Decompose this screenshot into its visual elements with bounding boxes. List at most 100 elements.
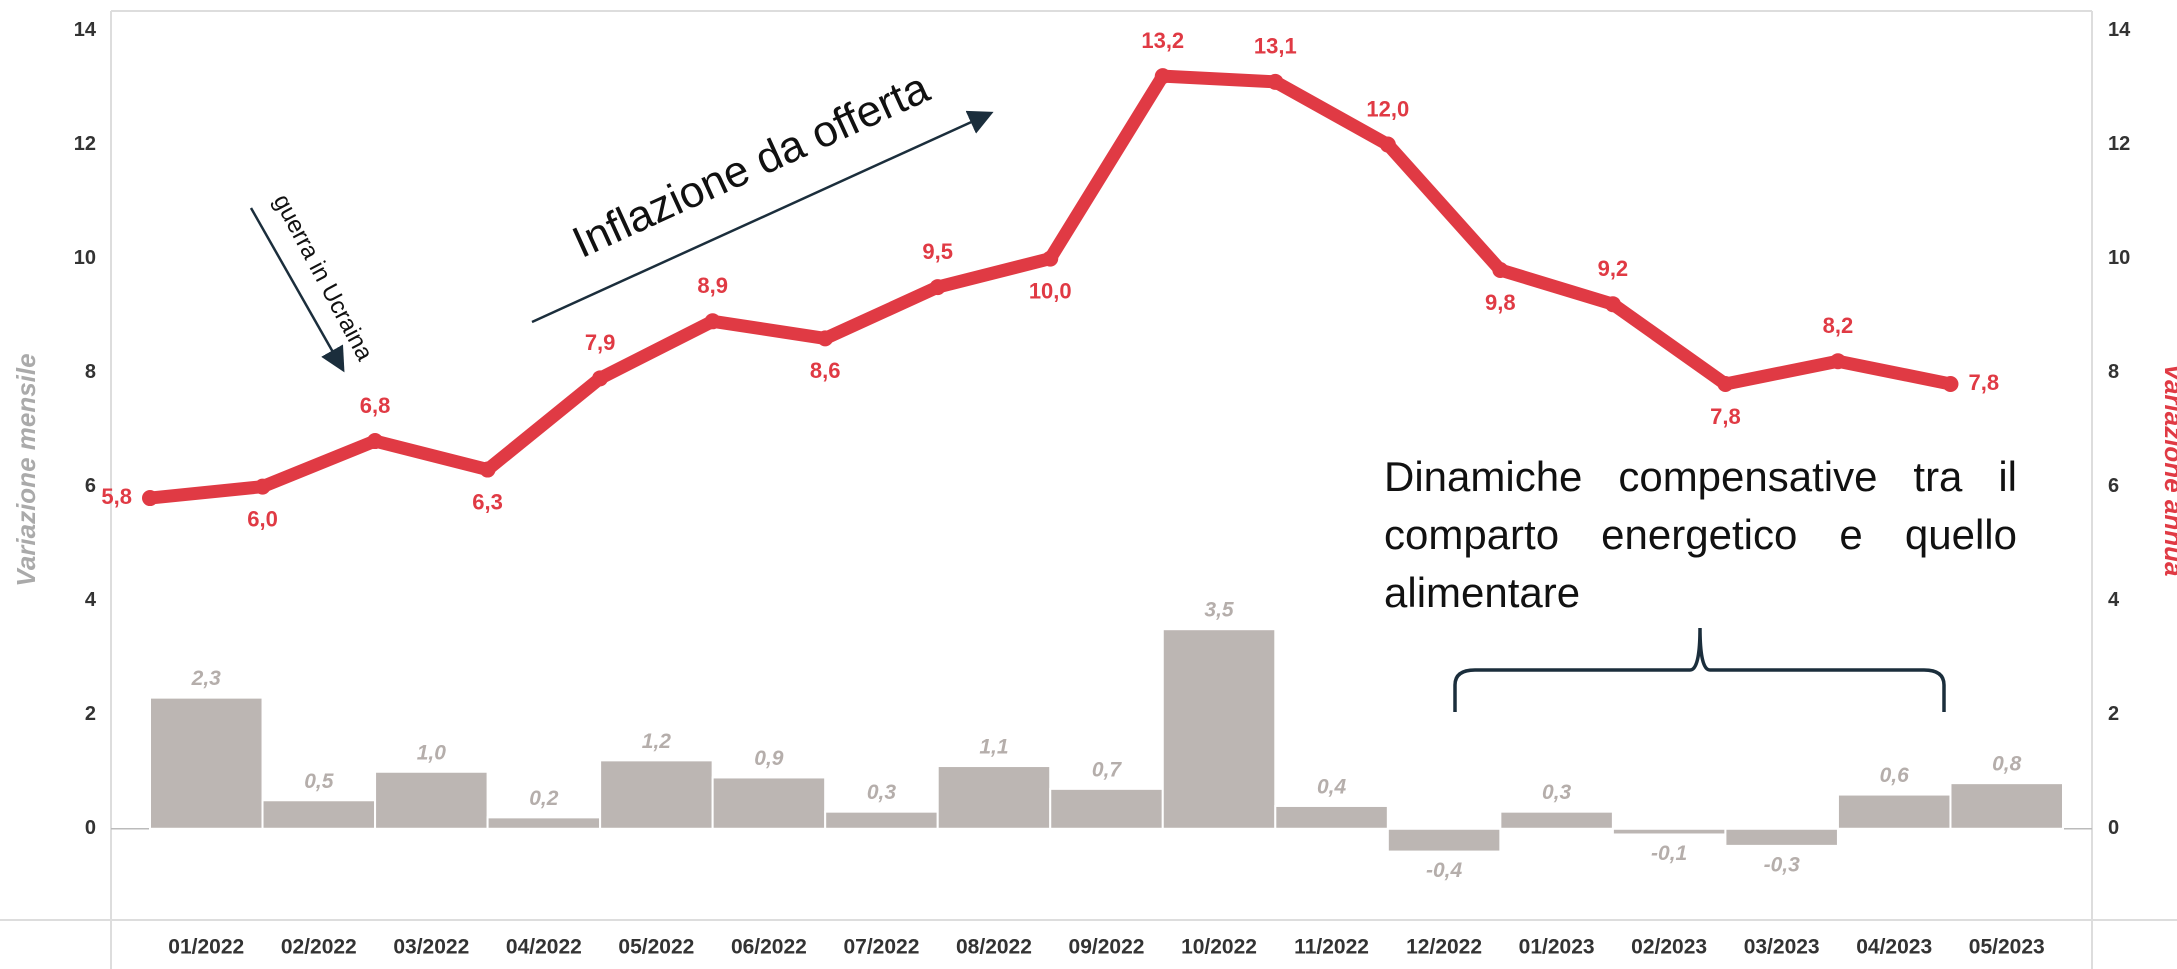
bar — [1386, 827, 1502, 853]
line-label: 8,2 — [1823, 313, 1854, 338]
y2-tick-label: 0 — [2108, 817, 2119, 839]
bar-label: 0,2 — [529, 787, 559, 810]
x-tick-label: 03/2023 — [1744, 936, 1820, 959]
x-tick-label: 04/2023 — [1856, 936, 1932, 959]
y-tick-label: 8 — [85, 361, 96, 383]
point — [1379, 136, 1396, 153]
y2-tick-label: 8 — [2108, 361, 2119, 383]
annotation: Inflazione da offerta — [565, 63, 937, 268]
bar — [486, 816, 602, 830]
line-label: 13,2 — [1141, 28, 1184, 53]
line-label: 5,8 — [101, 484, 132, 509]
line-label: 9,5 — [922, 239, 953, 264]
bar-label: 0,3 — [867, 781, 897, 804]
x-tick-label: 12/2022 — [1406, 936, 1482, 959]
x-tick-label: 02/2023 — [1631, 936, 1707, 959]
x-tick-label: 02/2022 — [281, 936, 357, 959]
line-label: 12,0 — [1366, 96, 1409, 121]
y-tick-label: 10 — [74, 247, 96, 269]
point — [367, 433, 384, 450]
y-tick-label: 6 — [85, 475, 96, 497]
bar-label: 1,1 — [979, 736, 1008, 759]
bar-label: 0,6 — [1880, 764, 1910, 787]
line-label: 6,3 — [472, 489, 503, 514]
line-label: 8,6 — [810, 358, 841, 383]
point — [1492, 261, 1509, 278]
y-tick-label: 4 — [85, 589, 97, 611]
bar-label: 0,3 — [1542, 781, 1572, 804]
bar — [824, 810, 939, 830]
point — [929, 279, 946, 296]
y-tick-label: 14 — [74, 19, 97, 41]
brace — [1453, 627, 1946, 712]
bar — [1949, 782, 2064, 830]
arrow — [531, 110, 994, 324]
line-label: 6,0 — [247, 506, 278, 531]
point — [1267, 73, 1284, 90]
y2-tick-label: 4 — [2108, 589, 2120, 611]
bar-label: -0,4 — [1426, 859, 1463, 882]
x-tick-label: 05/2023 — [1969, 936, 2045, 959]
line-label: 7,8 — [1968, 370, 1999, 395]
line-label: 9,8 — [1485, 290, 1516, 315]
bar-label: 1,0 — [417, 741, 447, 764]
bar-label: 1,2 — [642, 730, 672, 753]
point — [1042, 250, 1059, 267]
y2-tick-label: 2 — [2108, 703, 2119, 725]
y-axis-title: Variazione mensile — [11, 353, 41, 586]
x-tick-label: 07/2022 — [843, 936, 919, 959]
point — [1717, 376, 1734, 393]
y2-tick-label: 12 — [2108, 133, 2130, 155]
y-tick-label: 12 — [74, 133, 96, 155]
bar-label: 0,4 — [1317, 776, 1347, 799]
point — [254, 478, 271, 495]
line-label: 10,0 — [1029, 278, 1072, 303]
bar — [149, 696, 264, 830]
bar — [1161, 628, 1277, 830]
y2-tick-label: 6 — [2108, 475, 2119, 497]
bar — [1611, 827, 1727, 836]
y-tick-label: 2 — [85, 703, 96, 725]
y2-tick-label: 10 — [2108, 247, 2130, 269]
x-tick-label: 10/2022 — [1181, 936, 1257, 959]
y2-tick-label: 14 — [2108, 19, 2131, 41]
bar — [1836, 793, 1952, 830]
point — [1604, 296, 1621, 313]
line-label: 6,8 — [360, 393, 391, 418]
arrow — [249, 207, 345, 373]
x-tick-label: 05/2022 — [618, 936, 694, 959]
bar — [599, 759, 714, 830]
x-tick-label: 08/2022 — [956, 936, 1032, 959]
bar-label: 3,5 — [1204, 599, 1234, 622]
line-label: 9,2 — [1598, 256, 1629, 281]
bar — [261, 799, 377, 830]
x-tick-label: 09/2022 — [1069, 936, 1145, 959]
point — [1154, 68, 1171, 85]
point — [142, 490, 158, 507]
line-label: 13,1 — [1254, 34, 1297, 59]
bar-label: 0,7 — [1092, 758, 1123, 781]
bar — [1049, 787, 1164, 830]
bar — [374, 770, 489, 830]
line-label: 8,9 — [697, 273, 728, 298]
line-label: 7,9 — [585, 330, 616, 355]
bar-label: 0,5 — [304, 770, 334, 793]
bar — [711, 776, 827, 830]
bar-label: 0,8 — [1992, 753, 2022, 776]
bar-label: -0,3 — [1764, 853, 1801, 876]
point — [817, 330, 834, 347]
x-tick-label: 06/2022 — [731, 936, 807, 959]
bar — [1274, 804, 1389, 830]
bar — [1724, 827, 1839, 847]
bar — [936, 765, 1052, 830]
line-label: 7,8 — [1710, 404, 1741, 429]
bar-label: 2,3 — [191, 667, 222, 690]
point — [1829, 353, 1846, 370]
point — [479, 461, 496, 478]
bar-label: 0,9 — [754, 747, 784, 770]
x-tick-label: 01/2023 — [1519, 936, 1595, 959]
x-tick-label: 04/2022 — [506, 936, 582, 959]
annotation: Dinamiche compensative tra il comparto e… — [1384, 453, 2017, 616]
